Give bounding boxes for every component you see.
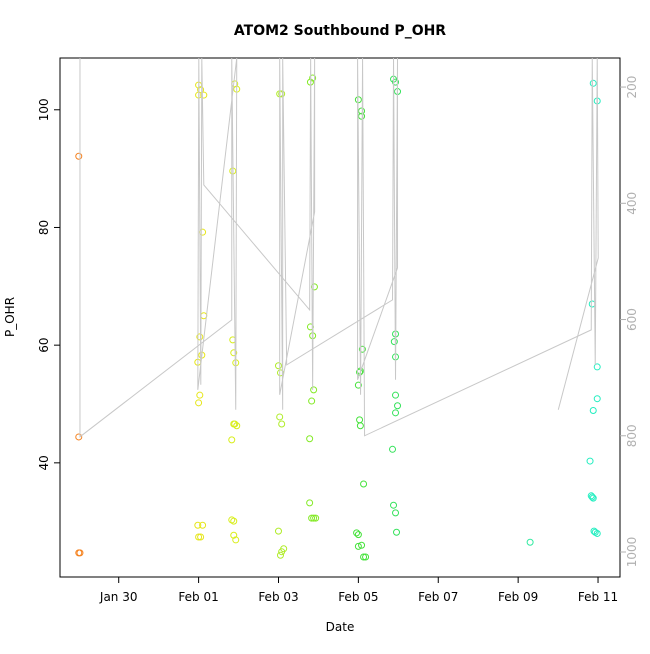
point <box>278 420 286 428</box>
point <box>308 514 316 522</box>
chart-title: ATOM2 Southbound P_OHR <box>234 23 446 39</box>
point <box>274 527 282 535</box>
point <box>230 531 238 539</box>
point <box>354 531 362 539</box>
point <box>196 391 204 399</box>
point <box>312 514 320 522</box>
point <box>276 551 284 559</box>
x-tick-label: Feb 07 <box>418 590 458 604</box>
point <box>393 528 401 536</box>
point <box>310 514 318 522</box>
x-axis-label: Date <box>326 620 355 634</box>
point <box>358 345 366 353</box>
point <box>358 541 366 549</box>
point <box>389 445 397 453</box>
plot-area <box>75 58 601 561</box>
point <box>360 553 368 561</box>
point <box>276 413 284 421</box>
point <box>228 436 236 444</box>
point <box>526 538 534 546</box>
point <box>394 402 402 410</box>
point <box>589 79 597 87</box>
y-tick-label: 40 <box>37 455 51 470</box>
x-tick-label: Feb 09 <box>498 590 538 604</box>
point <box>196 333 204 341</box>
point <box>358 107 366 115</box>
point <box>306 499 314 507</box>
y2-tick-label: 800 <box>625 424 639 447</box>
point <box>75 433 83 441</box>
point <box>306 435 314 443</box>
point <box>588 493 596 501</box>
y-tick-label: 80 <box>37 220 51 235</box>
y2-tick-label: 600 <box>625 308 639 331</box>
point <box>194 521 202 529</box>
point <box>230 349 238 357</box>
point <box>392 409 400 417</box>
point <box>356 416 364 424</box>
point <box>353 529 361 537</box>
point <box>76 549 84 557</box>
point <box>589 406 597 414</box>
point <box>593 395 601 403</box>
point <box>199 228 207 236</box>
point <box>392 78 400 86</box>
point <box>354 542 362 550</box>
x-tick-label: Feb 01 <box>178 590 218 604</box>
point <box>310 283 318 291</box>
point <box>392 509 400 517</box>
point <box>231 420 239 428</box>
x-tick-label: Jan 30 <box>99 590 138 604</box>
point <box>233 422 241 430</box>
point <box>280 545 288 553</box>
point <box>232 536 240 544</box>
point <box>274 362 282 370</box>
x-tick-label: Feb 05 <box>338 590 378 604</box>
point <box>197 533 205 541</box>
point <box>586 457 594 465</box>
point <box>593 529 601 537</box>
point <box>200 91 208 99</box>
point <box>199 521 207 529</box>
y-axis-label: P_OHR <box>3 297 17 337</box>
x-tick-label: Feb 03 <box>258 590 298 604</box>
y-tick-label: 60 <box>37 338 51 353</box>
point <box>75 152 83 160</box>
y2-tick-label: 200 <box>625 76 639 99</box>
point <box>195 533 203 541</box>
point <box>589 494 597 502</box>
point <box>356 422 364 430</box>
point <box>278 90 286 98</box>
point <box>309 74 317 82</box>
point <box>360 480 368 488</box>
y2-tick-label: 400 <box>625 192 639 215</box>
y-tick-label: 100 <box>37 98 51 121</box>
point <box>362 553 370 561</box>
pressure-line <box>79 58 599 438</box>
point <box>390 501 398 509</box>
x-tick-label: Feb 11 <box>578 590 618 604</box>
point <box>587 492 595 500</box>
point <box>392 391 400 399</box>
point <box>593 363 601 371</box>
point <box>310 386 318 394</box>
point <box>308 397 316 405</box>
plot-frame <box>59 57 621 578</box>
point <box>195 399 203 407</box>
y2-tick-label: 1000 <box>625 537 639 568</box>
point <box>230 517 238 525</box>
point <box>354 381 362 389</box>
point <box>390 338 398 346</box>
